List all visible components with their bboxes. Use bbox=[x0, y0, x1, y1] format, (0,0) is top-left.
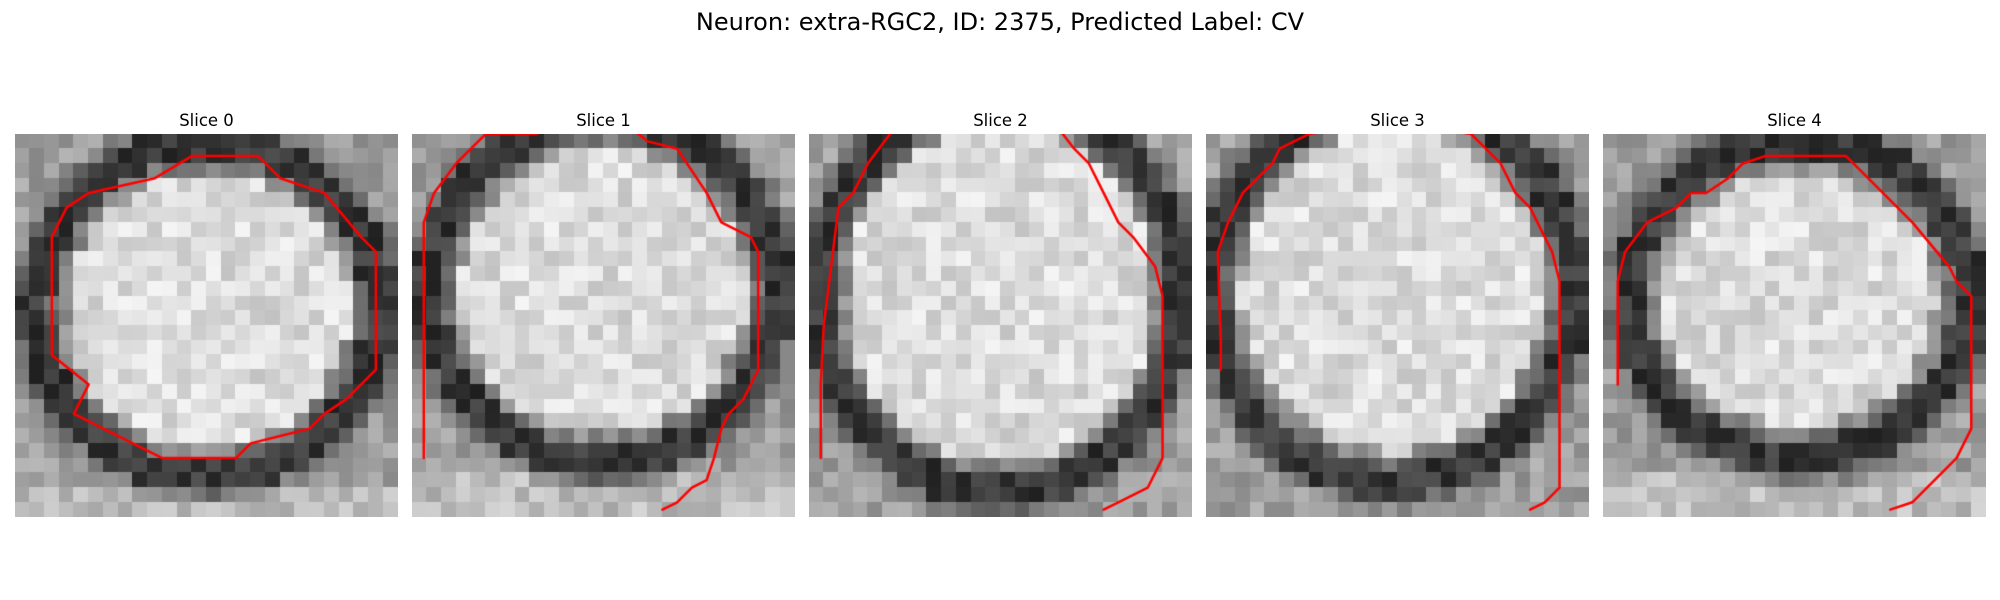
slice-image-2 bbox=[809, 134, 1192, 517]
slice-title-4: Slice 4 bbox=[1767, 111, 1822, 130]
slice-title-2: Slice 2 bbox=[973, 111, 1028, 130]
figure-title: Neuron: extra-RGC2, ID: 2375, Predicted … bbox=[695, 8, 1305, 36]
slice-image-1 bbox=[412, 134, 795, 517]
slice-panel-2: Slice 2 bbox=[809, 108, 1192, 517]
slice-panel-3: Slice 3 bbox=[1206, 108, 1589, 517]
slice-panel-4: Slice 4 bbox=[1603, 108, 1986, 517]
slice-title-3: Slice 3 bbox=[1370, 111, 1425, 130]
slice-panel-1: Slice 1 bbox=[412, 108, 795, 517]
slice-panel-0: Slice 0 bbox=[15, 108, 398, 517]
slice-title-0: Slice 0 bbox=[179, 111, 234, 130]
slice-image-0 bbox=[15, 134, 398, 517]
slice-title-1: Slice 1 bbox=[576, 111, 631, 130]
slice-image-4 bbox=[1603, 134, 1986, 517]
slice-image-3 bbox=[1206, 134, 1589, 517]
